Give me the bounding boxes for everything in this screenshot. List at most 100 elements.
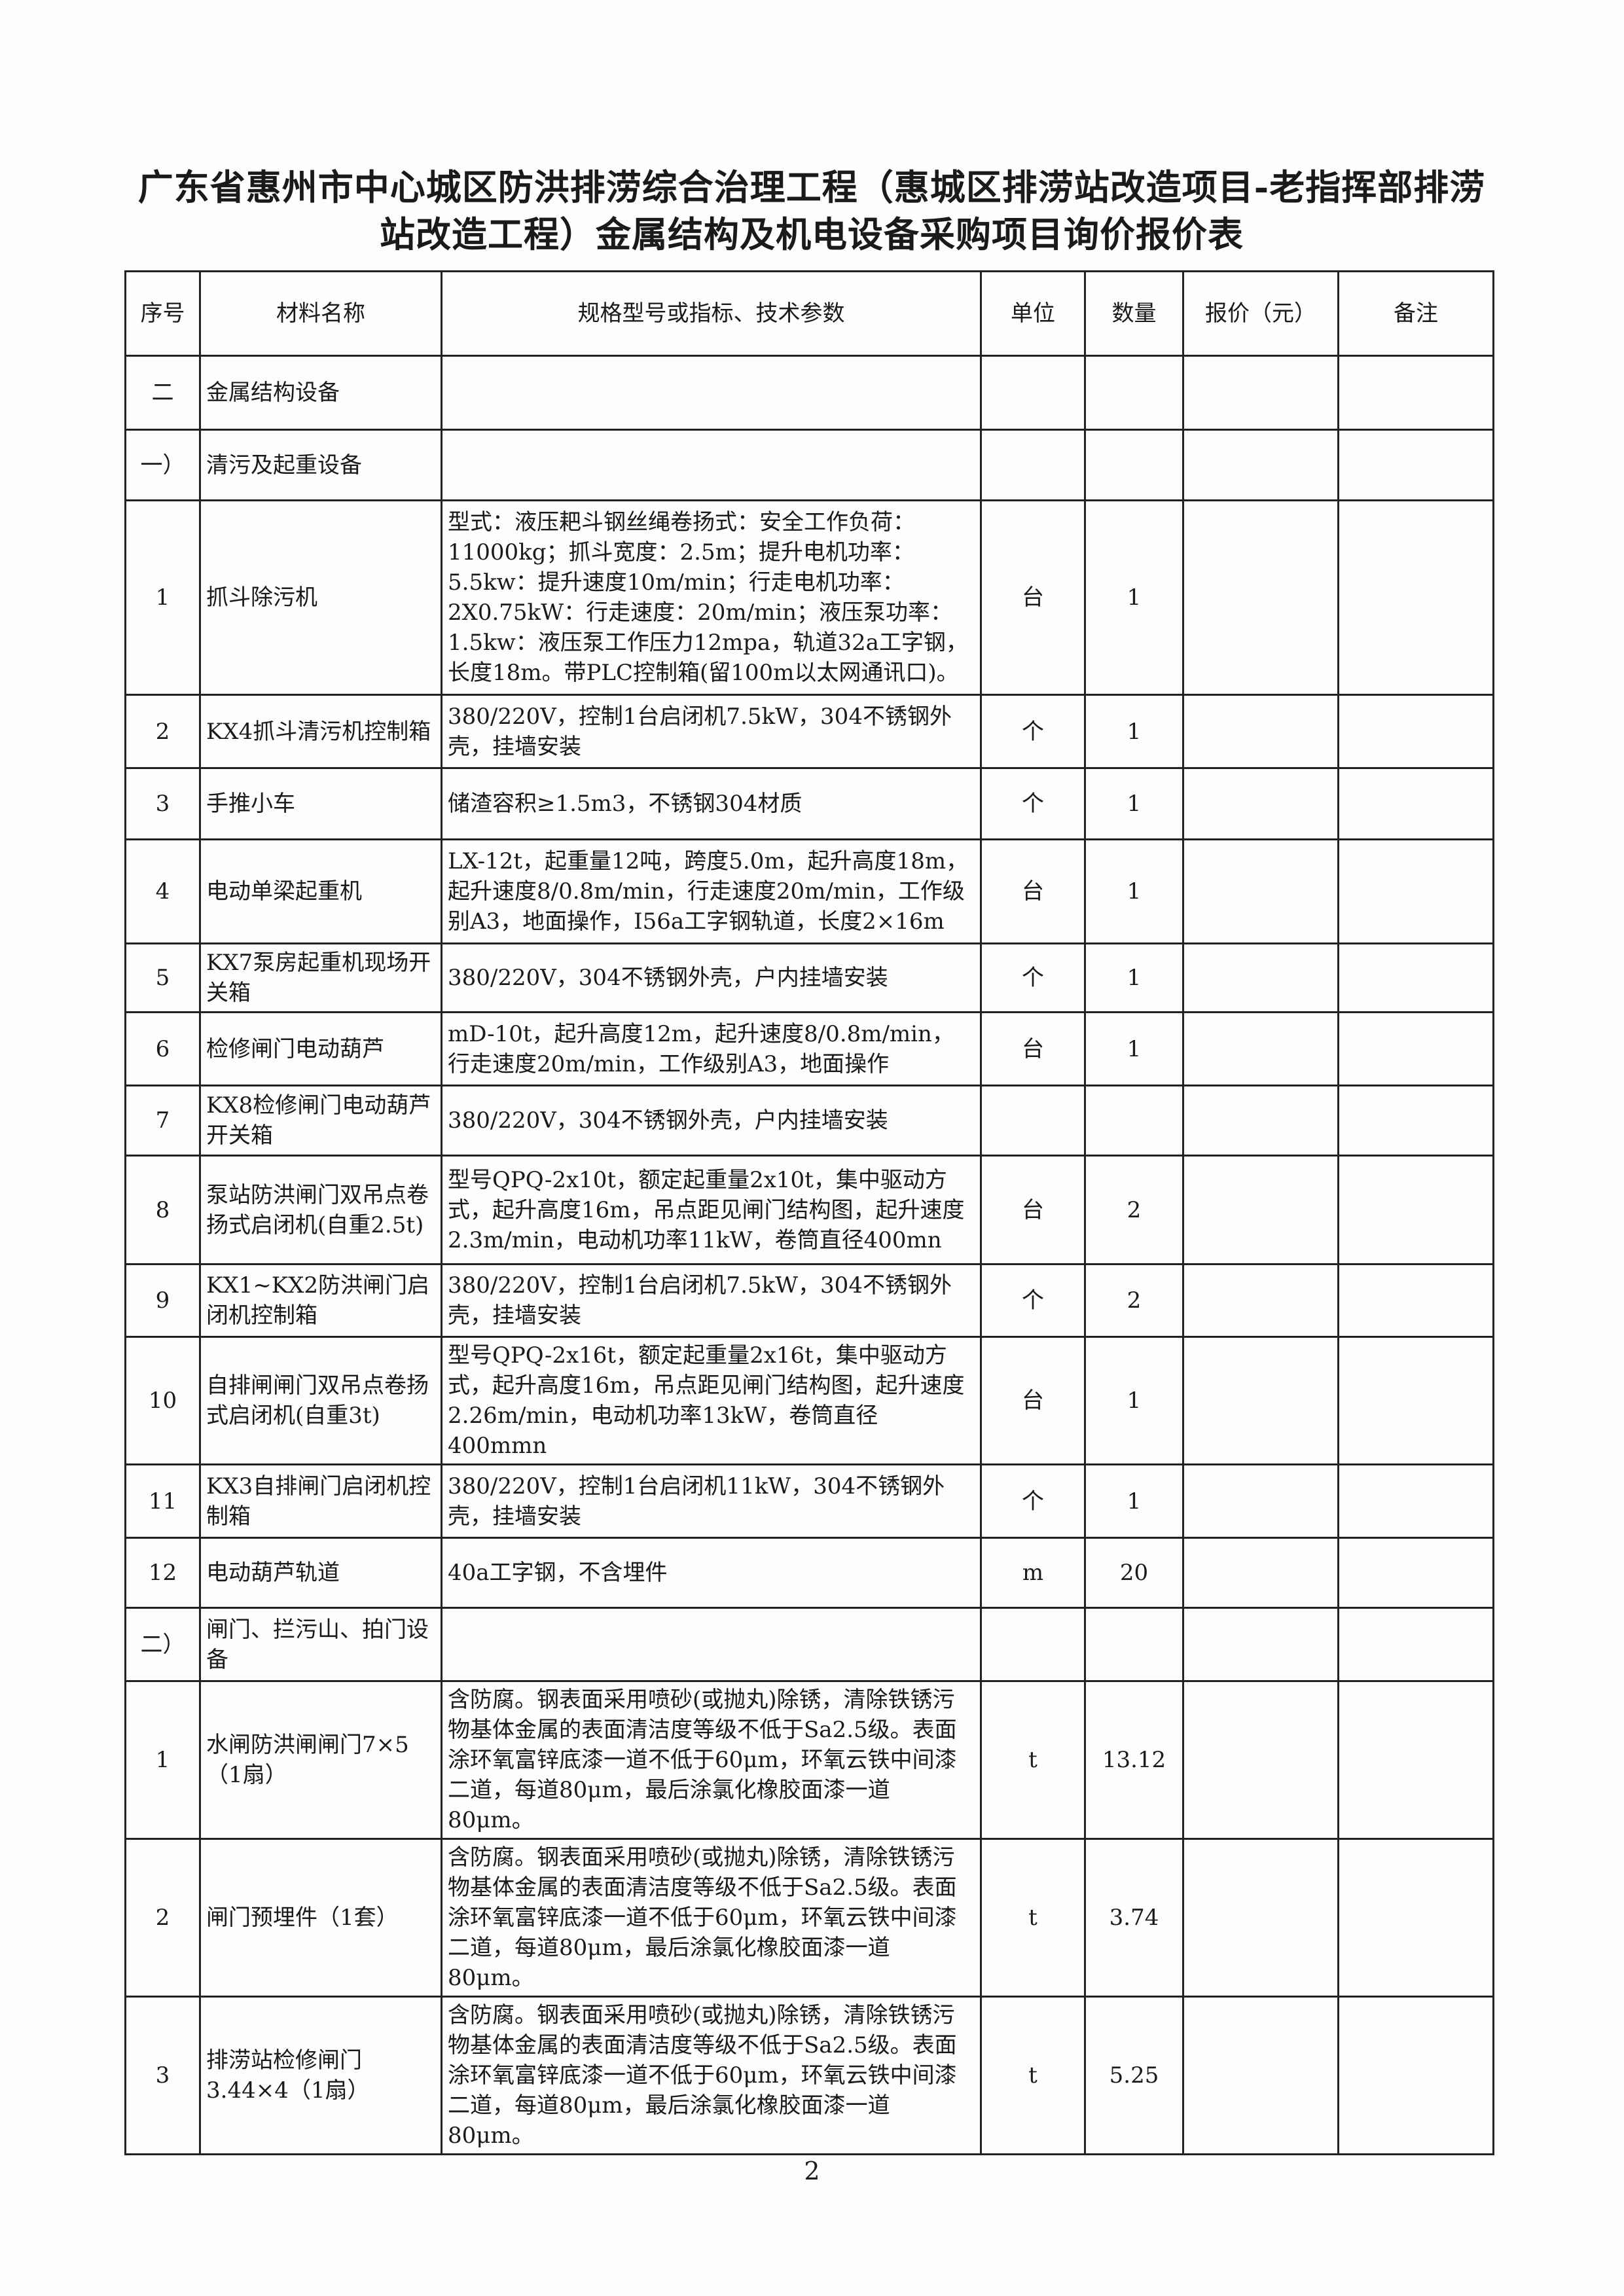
cell-name: 抓斗除污机	[199, 499, 442, 696]
cell-spec: 储渣容积≥1.5m3，不锈钢304材质	[441, 767, 982, 840]
cell-price[interactable]	[1182, 1838, 1339, 1998]
title-line-2: 站改造工程）金属结构及机电设备采购项目询价报价表	[380, 213, 1244, 255]
cell-price[interactable]	[1182, 767, 1339, 840]
cell-no: 5	[124, 942, 201, 1013]
cell-note[interactable]	[1337, 1838, 1494, 1998]
table-row: 一） 清污及起重设备	[124, 429, 1494, 501]
cell-price[interactable]	[1182, 355, 1339, 431]
cell-note[interactable]	[1337, 499, 1494, 696]
cell-spec	[441, 1607, 982, 1682]
cell-price[interactable]	[1182, 429, 1339, 501]
cell-unit: 个	[980, 1463, 1086, 1539]
cell-note[interactable]	[1337, 1085, 1494, 1157]
cell-unit: t	[980, 1680, 1086, 1840]
cell-name: KX1~KX2防洪闸门启闭机控制箱	[199, 1263, 442, 1338]
cell-spec: 380/220V，控制1台启闭机7.5kW，304不锈钢外壳，挂墙安装	[441, 1263, 982, 1338]
cell-note[interactable]	[1337, 942, 1494, 1013]
cell-no: 一）	[124, 429, 201, 501]
cell-qty	[1084, 429, 1184, 501]
table-row: 二） 闸门、拦污山、拍门设备	[124, 1607, 1494, 1682]
cell-no: 8	[124, 1155, 201, 1265]
cell-name: 泵站防洪闸门双吊点卷扬式启闭机(自重2.5t)	[199, 1155, 442, 1265]
cell-note[interactable]	[1337, 767, 1494, 840]
cell-price[interactable]	[1182, 838, 1339, 944]
cell-name: 自排闸闸门双吊点卷扬式启闭机(自重3t)	[199, 1336, 442, 1465]
cell-spec: 含防腐。钢表面采用喷砂(或抛丸)除锈，清除铁锈污物基体金属的表面清洁度等级不低于…	[441, 1838, 982, 1998]
cell-no: 7	[124, 1085, 201, 1157]
cell-unit: 台	[980, 1336, 1086, 1465]
cell-unit	[980, 355, 1086, 431]
table-row: 5 KX7泵房起重机现场开关箱 380/220V，304不锈钢外壳，户内挂墙安装个 1	[124, 942, 1494, 1013]
cell-note[interactable]	[1337, 1155, 1494, 1265]
cell-unit: m	[980, 1537, 1086, 1609]
cell-unit: 个	[980, 942, 1086, 1013]
cell-name: 排涝站检修闸门3.44×4（1扇）	[199, 1996, 442, 2155]
header-price: 报价（元）	[1182, 270, 1339, 357]
header-unit: 单位	[980, 270, 1086, 357]
cell-note[interactable]	[1337, 694, 1494, 769]
cell-unit: 台	[980, 499, 1086, 696]
cell-price[interactable]	[1182, 942, 1339, 1013]
cell-name: 金属结构设备	[199, 355, 442, 431]
cell-name: KX7泵房起重机现场开关箱	[199, 942, 442, 1013]
cell-price[interactable]	[1182, 1011, 1339, 1086]
cell-spec: 型号QPQ-2x16t，额定起重量2x16t，集中驱动方式，起升高度16m，吊点…	[441, 1336, 982, 1465]
cell-unit	[980, 1085, 1086, 1157]
document-title: 广东省惠州市中心城区防洪排涝综合治理工程（惠城区排涝站改造项目-老指挥部排涝 站…	[98, 164, 1525, 258]
cell-note[interactable]	[1337, 429, 1494, 501]
table-row: 9 KX1~KX2防洪闸门启闭机控制箱 380/220V，控制1台启闭机7.5kW，…	[124, 1263, 1494, 1338]
cell-unit: 台	[980, 838, 1086, 944]
cell-no: 3	[124, 767, 201, 840]
cell-price[interactable]	[1182, 1263, 1339, 1338]
table-row: 6 检修闸门电动葫芦 mD-10t，起升高度12m，起升速度8/0.8m/min，行…	[124, 1011, 1494, 1086]
cell-unit: 台	[980, 1011, 1086, 1086]
cell-spec	[441, 429, 982, 501]
title-line-1: 广东省惠州市中心城区防洪排涝综合治理工程（惠城区排涝站改造项目-老指挥部排涝	[137, 166, 1486, 208]
cell-price[interactable]	[1182, 1680, 1339, 1840]
cell-price[interactable]	[1182, 1336, 1339, 1465]
table-row: 2 闸门预埋件（1套） 含防腐。钢表面采用喷砂(或抛丸)除锈，清除铁锈污物基体金属的…	[124, 1838, 1494, 1998]
cell-spec: LX-12t，起重量12吨，跨度5.0m，起升高度18m，起升速度8/0.8m/…	[441, 838, 982, 944]
cell-unit: 个	[980, 1263, 1086, 1338]
cell-unit: 个	[980, 767, 1086, 840]
cell-note[interactable]	[1337, 1336, 1494, 1465]
table-row: 二金属结构设备	[124, 355, 1494, 431]
cell-qty: 1	[1084, 1336, 1184, 1465]
cell-note[interactable]	[1337, 1680, 1494, 1840]
cell-price[interactable]	[1182, 1085, 1339, 1157]
cell-price[interactable]	[1182, 1463, 1339, 1539]
cell-qty: 13.12	[1084, 1680, 1184, 1840]
cell-spec: 含防腐。钢表面采用喷砂(或抛丸)除锈，清除铁锈污物基体金属的表面清洁度等级不低于…	[441, 1996, 982, 2155]
table-row: 2 KX4抓斗清污机控制箱 380/220V，控制1台启闭机7.5kW，304不锈钢…	[124, 694, 1494, 769]
cell-note[interactable]	[1337, 1263, 1494, 1338]
table-row: 8 泵站防洪闸门双吊点卷扬式启闭机(自重2.5t) 型号QPQ-2x10t，额定起重…	[124, 1155, 1494, 1265]
cell-name: 闸门、拦污山、拍门设备	[199, 1607, 442, 1682]
cell-note[interactable]	[1337, 1011, 1494, 1086]
cell-note[interactable]	[1337, 1537, 1494, 1609]
cell-note[interactable]	[1337, 1996, 1494, 2155]
cell-note[interactable]	[1337, 355, 1494, 431]
cell-name: 闸门预埋件（1套）	[199, 1838, 442, 1998]
cell-price[interactable]	[1182, 1537, 1339, 1609]
cell-note[interactable]	[1337, 1607, 1494, 1682]
cell-price[interactable]	[1182, 499, 1339, 696]
cell-qty: 1	[1084, 942, 1184, 1013]
cell-price[interactable]	[1182, 1996, 1339, 2155]
cell-qty	[1084, 1085, 1184, 1157]
table-row: 3 手推小车 储渣容积≥1.5m3，不锈钢304材质个 1	[124, 767, 1494, 840]
header-no: 序号	[124, 270, 201, 357]
cell-price[interactable]	[1182, 1155, 1339, 1265]
cell-qty: 3.74	[1084, 1838, 1184, 1998]
cell-unit	[980, 1607, 1086, 1682]
cell-qty: 1	[1084, 767, 1184, 840]
cell-note[interactable]	[1337, 838, 1494, 944]
cell-no: 6	[124, 1011, 201, 1086]
cell-price[interactable]	[1182, 694, 1339, 769]
cell-qty: 5.25	[1084, 1996, 1184, 2155]
cell-price[interactable]	[1182, 1607, 1339, 1682]
cell-no: 11	[124, 1463, 201, 1539]
table-row: 3 排涝站检修闸门3.44×4（1扇） 含防腐。钢表面采用喷砂(或抛丸)除锈，清除铁…	[124, 1996, 1494, 2155]
cell-no: 2	[124, 694, 201, 769]
table-row: 12 电动葫芦轨道 40a工字钢，不含埋件 m 20	[124, 1537, 1494, 1609]
cell-note[interactable]	[1337, 1463, 1494, 1539]
